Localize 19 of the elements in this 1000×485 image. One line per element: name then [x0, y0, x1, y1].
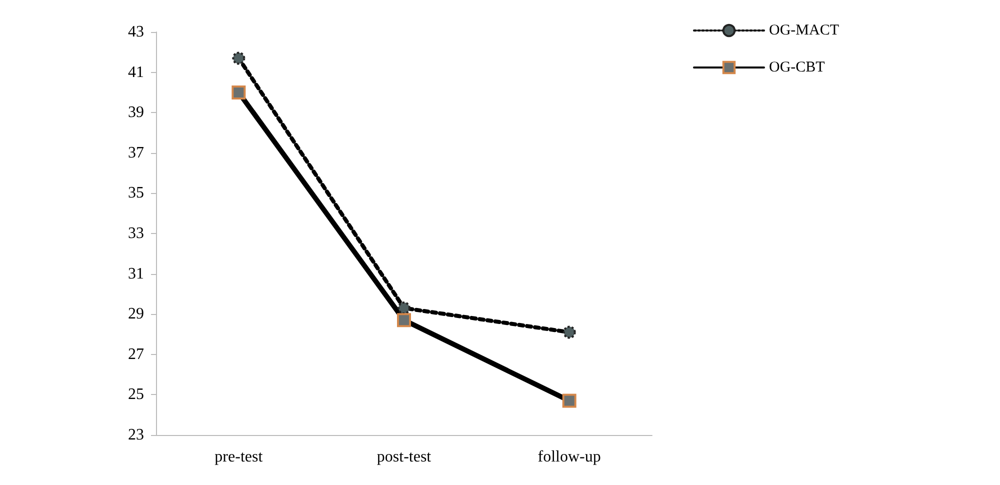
legend-label: OG-CBT [769, 60, 825, 76]
y-tick-label: 23 [128, 426, 144, 444]
y-tick-label: 35 [128, 184, 144, 202]
x-tick-label: post-test [376, 448, 432, 466]
point [398, 302, 410, 315]
y-tick-label: 41 [128, 64, 144, 81]
y-tick-label: 39 [128, 104, 144, 122]
y-tick-label: 43 [128, 24, 144, 40]
y-tick-label: 27 [128, 346, 144, 363]
legend-label: OG-MACT [769, 22, 839, 38]
point [232, 52, 246, 65]
y-tick-label: 37 [128, 144, 144, 162]
x-tick-label: follow-up [538, 448, 601, 466]
y-tick-label: 29 [128, 306, 144, 323]
point [562, 326, 576, 339]
y-tick-label: 31 [128, 265, 144, 282]
y-tick-label: 33 [128, 225, 144, 242]
x-tick-label: pre-test [214, 448, 264, 466]
y-tick-label: 25 [128, 386, 144, 404]
